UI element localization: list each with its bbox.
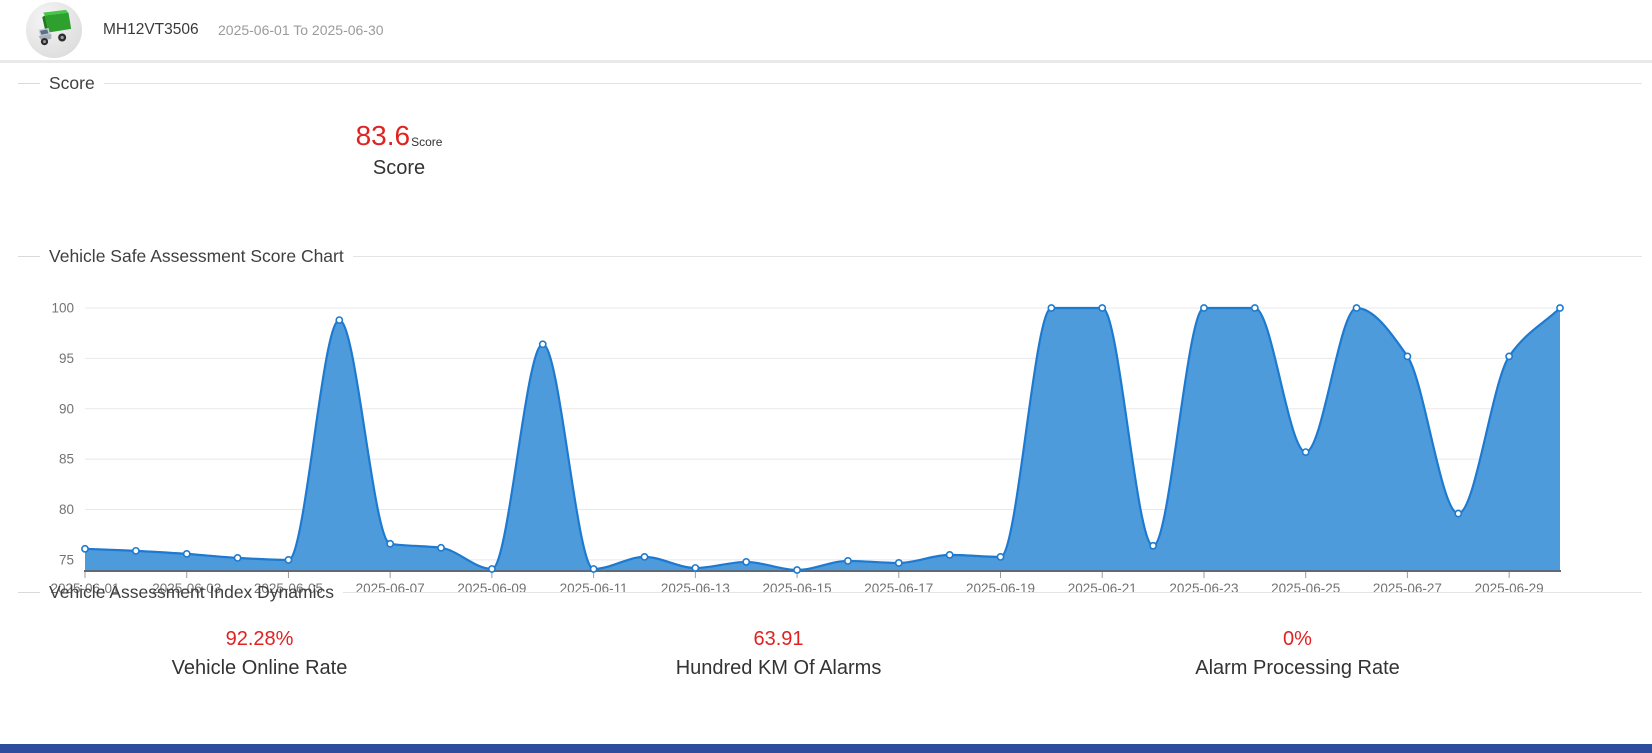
area-fill [85,308,1560,571]
x-axis-label: 2025-06-03 [152,581,221,596]
data-point-marker[interactable] [386,539,395,548]
vehicle-score-area-chart[interactable]: 75 80 85 90 95 100 2025-06-01 2025-06-03 2025-06… [0,268,1652,603]
data-point-marker[interactable] [996,552,1005,561]
data-point-marker[interactable] [1505,352,1514,361]
data-point-marker[interactable] [742,558,751,566]
data-point-marker[interactable] [1454,509,1463,518]
data-point-marker[interactable] [437,543,445,552]
data-point-marker[interactable] [1149,541,1158,550]
score-line [84,306,1561,572]
truck-icon [32,9,76,52]
data-point-marker[interactable] [538,340,547,349]
vehicle-avatar [26,2,82,58]
metric-label: Vehicle Online Rate [171,657,348,679]
score-stat: 83.6 Score Score [199,122,599,180]
section-dash [18,256,40,257]
metric-label: Hundred KM Of Alarms [675,657,882,679]
y-axis-label: 75 [59,552,74,567]
data-point-marker[interactable] [894,559,903,567]
data-point-marker[interactable] [487,565,496,573]
metric-hundred-km-alarms: 63.91 Hundred KM Of Alarms [519,628,1038,680]
score-section-header: Score [18,73,1642,94]
y-axis-label: 90 [59,401,74,416]
y-axis-label: 85 [59,452,74,467]
data-point-marker[interactable] [1403,352,1412,361]
vehicle-id: MH12VT3506 [103,21,199,38]
data-point-marker[interactable] [182,549,191,558]
section-rule [343,592,1642,593]
data-point-marker[interactable] [1352,304,1361,312]
data-point-marker[interactable] [640,552,649,561]
data-point-marker[interactable] [1200,304,1208,312]
dynamics-section-header: Vehicle Assessment Index Dynamics [18,582,1642,603]
data-point-marker[interactable] [1301,448,1310,456]
metric-value: 92.28% [225,628,294,650]
metric-value: 0% [1283,628,1312,650]
data-point-marker[interactable] [1250,304,1259,312]
score-value: 83.6 [355,120,411,151]
data-point-marker[interactable] [589,565,598,573]
data-point-marker[interactable] [1556,304,1564,312]
section-rule [352,256,1642,257]
x-axis-label: 2025-06-01 [50,581,119,596]
x-axis-label: 2025-06-05 [254,581,323,596]
metric-label: Alarm Processing Rate [1195,657,1400,679]
metric-vehicle-online-rate: 92.28% Vehicle Online Rate [0,628,519,680]
data-point-marker[interactable] [131,546,140,555]
metric-alarm-processing-rate: 0% Alarm Processing Rate [1038,628,1557,680]
data-point-marker[interactable] [284,556,293,564]
y-axis-label: 100 [51,301,74,316]
dynamics-metrics-row: 92.28% Vehicle Online Rate 63.91 Hundred… [0,628,1557,680]
chart-section-title: Vehicle Safe Assessment Score Chart [49,246,344,266]
data-point-marker[interactable] [691,564,700,572]
metric-value: 63.91 [753,628,804,650]
score-label: Score [372,157,426,179]
section-rule [103,83,1642,84]
data-point-marker[interactable] [793,566,801,574]
chart-section-header: Vehicle Safe Assessment Score Chart [18,246,1642,267]
footer-bar [0,744,1652,753]
section-dash [18,83,40,84]
data-point-marker[interactable] [233,554,242,562]
data-point-marker[interactable] [1047,304,1056,312]
score-section-title: Score [49,73,95,93]
y-axis-label: 95 [59,351,74,366]
score-value-row: 83.6 Score [356,122,443,150]
section-dash [18,592,40,593]
date-range: 2025-06-01 To 2025-06-30 [218,22,384,38]
page-header: MH12VT3506 2025-06-01 To 2025-06-30 [0,0,1652,63]
data-point-marker[interactable] [1098,304,1107,312]
data-point-marker[interactable] [81,544,89,553]
data-point-marker[interactable] [844,557,852,565]
data-point-marker[interactable] [335,316,344,324]
y-axis-label: 80 [59,502,74,517]
data-point-marker[interactable] [945,550,954,559]
score-value-suffix: Score [411,135,443,149]
dynamics-section-title: Vehicle Assessment Index Dynamics [49,582,334,602]
